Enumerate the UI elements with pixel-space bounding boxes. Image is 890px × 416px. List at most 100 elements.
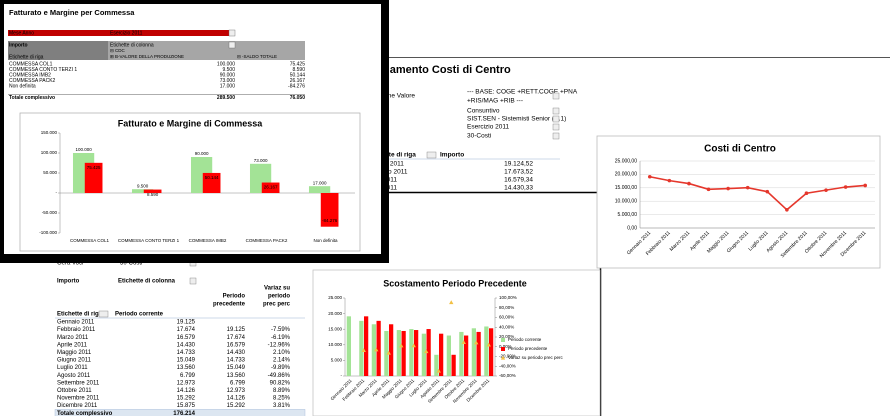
tick-label: 100.000 (41, 150, 58, 155)
row-label: Maggio 2011 (57, 350, 92, 356)
marker (436, 368, 441, 373)
legend-swatch (501, 347, 505, 351)
x-tick-label: COMMESSA COL1 (70, 238, 110, 243)
point (785, 207, 789, 212)
row-value: 17.674 (177, 327, 196, 333)
header: Etichette di colonna (118, 279, 176, 285)
row-value: 50.144 (290, 72, 306, 78)
column-header: Variaz su (264, 286, 290, 292)
bar (384, 330, 389, 376)
field-value: +RIS/MAG +RIB --- (467, 98, 523, 105)
filter-icon[interactable] (98, 310, 109, 318)
chart-title: Costi di Centro (704, 144, 776, 155)
bar (484, 326, 489, 376)
filter-icon[interactable] (426, 151, 437, 159)
row-value: 90.82% (270, 380, 291, 386)
bar (308, 186, 331, 193)
data-label: 26.167 (264, 185, 278, 190)
bar (376, 320, 381, 376)
bar (426, 329, 431, 376)
tick-label: 20.000 (328, 311, 342, 316)
marker (399, 343, 404, 348)
row-value: 2.14% (273, 358, 291, 364)
tick-label: -100.000 (39, 230, 57, 235)
row-value: 14.733 (227, 358, 246, 364)
filter-icon[interactable] (228, 41, 236, 49)
tick-label: 5.000 (331, 358, 343, 363)
x-tick-label: COMMESSA PACK2 (246, 238, 288, 243)
bar (434, 354, 439, 376)
row-label: COMMESSA IMB2 (9, 72, 51, 78)
row-value: 15.049 (177, 358, 196, 364)
header: Importo (57, 279, 80, 285)
header-bg-dark (8, 41, 108, 60)
bar (439, 333, 444, 376)
filter-value: Esercizio 2011 (110, 30, 143, 36)
header: ⊟ -SALDO TOTALE (237, 54, 277, 59)
row-value: 15.049 (227, 365, 246, 371)
tick-label: 20,00% (499, 334, 514, 339)
column-header: Importo (440, 152, 464, 159)
bar (459, 331, 464, 376)
tick-label: 60,00% (499, 315, 514, 320)
front-window: Fatturato e Margine per Commessa Mese Ann… (0, 0, 389, 263)
row-label: Totale complessivo (9, 95, 55, 101)
row-label: 2011 (383, 177, 397, 184)
row-label: COMMESSA CONTO TERZI 1 (9, 67, 77, 73)
chart-frame (19, 112, 361, 252)
filter-icon[interactable] (552, 115, 560, 123)
row-value: 14.126 (227, 396, 246, 402)
bar (446, 335, 451, 376)
filter-icon[interactable] (552, 132, 560, 140)
tick-label: 20.000,00 (615, 172, 637, 178)
point (687, 181, 691, 186)
data-label: -84.276 (322, 218, 338, 223)
filter-icon[interactable] (189, 277, 197, 285)
row-value: 73.000 (220, 78, 236, 84)
row-value: 90.000 (220, 72, 236, 78)
row-value: 14.126 (177, 388, 196, 394)
row-value: 19.125 (227, 327, 246, 333)
marker (411, 343, 416, 348)
header: Etichette di riga (9, 54, 44, 60)
chart-frame (312, 269, 601, 416)
tick-label: - (341, 373, 343, 378)
filter-icon[interactable] (552, 123, 560, 131)
field-value: Esercizio 2011 (467, 124, 510, 131)
row-value: 76.050 (290, 95, 306, 101)
chart-title: Fatturato e Margine di Commessa (118, 118, 264, 128)
data-label: 50.144 (205, 175, 219, 180)
point (706, 187, 711, 192)
row-value: 8.25% (273, 396, 291, 402)
data-label: 73.000 (254, 158, 268, 163)
point (667, 178, 672, 183)
row-value: 26.167 (290, 78, 306, 84)
row-value: 100.000 (217, 61, 235, 67)
filter-icon[interactable] (552, 92, 560, 100)
filter-icon[interactable] (228, 29, 236, 37)
column-header: Periodo (223, 294, 246, 300)
bar (401, 330, 406, 376)
row-value: 15.292 (227, 403, 246, 409)
marker (374, 347, 379, 352)
legend-label: Periodo corrente (508, 337, 542, 342)
bar (414, 330, 419, 376)
tick-label: 100,00% (499, 295, 517, 300)
filter-icon[interactable] (552, 107, 560, 115)
row-value: 3.81% (273, 403, 291, 409)
row-label: COMMESSA PACK2 (9, 78, 56, 84)
window-title: Fatturato e Margine per Commessa (9, 8, 135, 17)
data-label: 75.425 (87, 165, 101, 170)
bar (84, 162, 103, 193)
tick-label: 10.000 (328, 342, 342, 347)
marker (486, 342, 491, 347)
row-value: 15.292 (177, 396, 196, 402)
marker (474, 340, 479, 345)
tick-label: 150.000 (41, 130, 58, 135)
tick-label: 80,00% (499, 305, 514, 310)
field-value: 30-Costi (467, 133, 491, 140)
x-tick-label: COMMESSA IMB2 (189, 238, 227, 243)
row-value: 17.674 (227, 335, 246, 341)
row-value: 6.799 (230, 380, 246, 386)
